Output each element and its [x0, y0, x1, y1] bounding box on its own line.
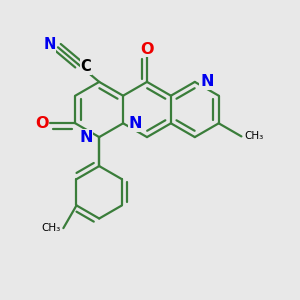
- Text: O: O: [35, 116, 48, 131]
- Text: N: N: [128, 116, 142, 131]
- Text: O: O: [140, 42, 154, 57]
- Text: C: C: [80, 59, 91, 74]
- Text: N: N: [200, 74, 214, 89]
- Text: CH₃: CH₃: [244, 131, 264, 141]
- Text: CH₃: CH₃: [41, 223, 60, 233]
- Text: N: N: [43, 38, 56, 52]
- Text: N: N: [79, 130, 93, 145]
